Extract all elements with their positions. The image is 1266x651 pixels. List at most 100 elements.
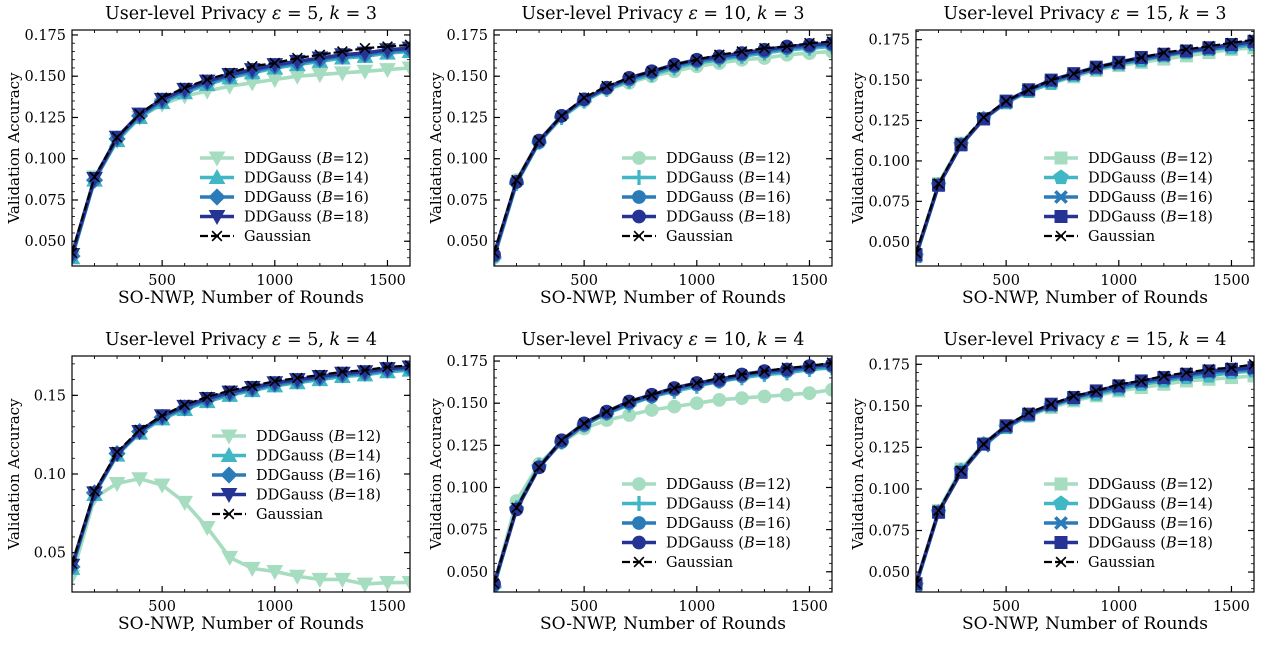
legend-entry-b16: DDGauss (B=16) bbox=[622, 190, 791, 206]
legend-entry-gauss: Gaussian bbox=[200, 229, 311, 245]
x-axis-label: SO-NWP, Number of Rounds bbox=[962, 614, 1208, 634]
data-point-gauss bbox=[1023, 84, 1035, 96]
data-point-gauss bbox=[179, 82, 191, 94]
chart-panel-3: User-level Privacy ε = 15, k = 3 SO-NWP, … bbox=[849, 4, 1255, 308]
legend-marker-b16 bbox=[1054, 190, 1068, 204]
x-tick-label: 1000 bbox=[1100, 273, 1137, 289]
plot-frame bbox=[915, 355, 1255, 593]
legend-entry-b14: DDGauss (B=14) bbox=[1044, 169, 1213, 187]
y-axis-label: Validation Accuracy bbox=[5, 398, 23, 551]
series-line-gauss bbox=[916, 38, 1254, 254]
data-point-b12 bbox=[667, 399, 682, 414]
data-point-gauss bbox=[134, 108, 146, 120]
legend-label-b16: DDGauss (B=16) bbox=[256, 468, 381, 484]
series-gauss bbox=[72, 39, 410, 259]
legend-entry-b18: DDGauss (B=18) bbox=[200, 210, 369, 226]
x-tick-label: 500 bbox=[148, 599, 176, 615]
legend-entry-b14: DDGauss (B=14) bbox=[622, 496, 791, 513]
x-axis-label: SO-NWP, Number of Rounds bbox=[118, 614, 364, 634]
data-point-gauss bbox=[1248, 34, 1254, 46]
series-line-gauss bbox=[494, 40, 832, 254]
y-tick-label: 0.125 bbox=[24, 110, 66, 126]
data-point-gauss bbox=[201, 74, 213, 85]
y-axis-label: Validation Accuracy bbox=[427, 72, 445, 225]
legend-label-gauss: Gaussian bbox=[244, 229, 311, 245]
data-point-b12 bbox=[334, 66, 351, 82]
x-tick-label: 500 bbox=[992, 273, 1020, 289]
legend-entry-b18: DDGauss (B=18) bbox=[1044, 536, 1213, 552]
chart-panel-5: User-level Privacy ε = 10, k = 4 SO-NWP, … bbox=[427, 330, 833, 634]
legend-marker-b16 bbox=[632, 516, 646, 530]
legend-label-gauss: Gaussian bbox=[1088, 555, 1155, 571]
data-point-b12 bbox=[356, 64, 374, 80]
legend-entry-gauss: Gaussian bbox=[1044, 555, 1155, 571]
legend-label-b18: DDGauss (B=18) bbox=[1088, 210, 1213, 226]
legend-label-gauss: Gaussian bbox=[666, 229, 733, 245]
legend-marker-b12 bbox=[220, 429, 238, 445]
data-point-gauss bbox=[1248, 358, 1254, 370]
data-point-b18 bbox=[1202, 364, 1216, 378]
legend-marker-b18 bbox=[1054, 536, 1068, 549]
legend-entry-b16: DDGauss (B=16) bbox=[1044, 516, 1213, 532]
data-point-gauss bbox=[623, 396, 635, 407]
legend-marker-b16 bbox=[220, 466, 238, 484]
y-tick-label: 0.075 bbox=[446, 193, 488, 209]
data-point-b12 bbox=[689, 396, 704, 411]
legend-label-b18: DDGauss (B=18) bbox=[666, 536, 791, 552]
data-point-gauss bbox=[691, 377, 703, 389]
legend-entry-b16: DDGauss (B=16) bbox=[1044, 190, 1213, 206]
data-point-gauss bbox=[691, 54, 703, 66]
y-tick-label: 0.100 bbox=[24, 152, 66, 168]
legend-marker-b16 bbox=[632, 190, 646, 204]
data-point-gauss bbox=[933, 505, 944, 517]
legend-entry-gauss: Gaussian bbox=[212, 507, 323, 523]
y-tick-label: 0.15 bbox=[34, 388, 66, 404]
data-point-b12 bbox=[266, 565, 284, 581]
data-point-b12 bbox=[757, 389, 772, 404]
series-line-b12 bbox=[72, 476, 410, 586]
plot-frame bbox=[915, 29, 1255, 267]
legend-entry-gauss: Gaussian bbox=[622, 555, 733, 571]
data-point-gauss bbox=[1045, 74, 1057, 86]
data-point-b12 bbox=[356, 577, 374, 592]
legend-marker-b18 bbox=[632, 535, 646, 550]
series-line-gauss bbox=[916, 363, 1254, 585]
data-point-b18 bbox=[1022, 407, 1036, 421]
x-tick-label: 1000 bbox=[256, 599, 293, 615]
series-gauss bbox=[916, 358, 1254, 590]
y-tick-label: 0.050 bbox=[446, 234, 488, 250]
data-point-gauss bbox=[269, 57, 281, 69]
y-tick-label: 0.175 bbox=[24, 28, 66, 44]
y-tick-label: 0.050 bbox=[446, 565, 488, 581]
ticks: 500 1000 1500 0.050 0.075 0.100 0.125 0.150 0.17… bbox=[446, 28, 833, 289]
x-tick-label: 500 bbox=[570, 599, 598, 615]
data-point-gauss bbox=[511, 174, 522, 186]
y-tick-label: 0.05 bbox=[34, 546, 66, 562]
x-tick-label: 1000 bbox=[1100, 599, 1137, 615]
data-point-b12 bbox=[311, 68, 329, 84]
plot-frame bbox=[71, 355, 411, 593]
data-point-gauss bbox=[668, 59, 680, 71]
data-point-gauss bbox=[1158, 370, 1170, 382]
data-point-gauss bbox=[758, 42, 770, 54]
chart-title: User-level Privacy ε = 10, k = 4 bbox=[521, 330, 804, 350]
series-line-b18 bbox=[72, 365, 410, 566]
legend-label-gauss: Gaussian bbox=[666, 555, 733, 571]
data-point-gauss bbox=[646, 389, 658, 401]
y-tick-label: 0.050 bbox=[868, 235, 910, 251]
legend-marker-b18 bbox=[632, 209, 646, 224]
data-point-gauss bbox=[1113, 56, 1125, 68]
series-b12 bbox=[72, 472, 410, 592]
legend-label-b14: DDGauss (B=14) bbox=[666, 171, 791, 187]
y-axis-label: Validation Accuracy bbox=[849, 72, 867, 225]
data-point-gauss bbox=[1203, 363, 1215, 375]
data-point-b12 bbox=[825, 382, 832, 397]
series-line-gauss bbox=[72, 43, 410, 254]
x-tick-label: 500 bbox=[148, 273, 176, 289]
data-point-gauss bbox=[758, 365, 770, 377]
chart-panel-4: User-level Privacy ε = 5, k = 4 SO-NWP, N… bbox=[5, 330, 411, 634]
ticks: 500 1000 1500 0.050 0.075 0.100 0.125 0.150 0.17… bbox=[446, 354, 833, 615]
data-point-gauss bbox=[736, 46, 748, 57]
legend-label-b12: DDGauss (B=12) bbox=[666, 151, 791, 167]
legend-entry-b16: DDGauss (B=16) bbox=[212, 466, 381, 484]
